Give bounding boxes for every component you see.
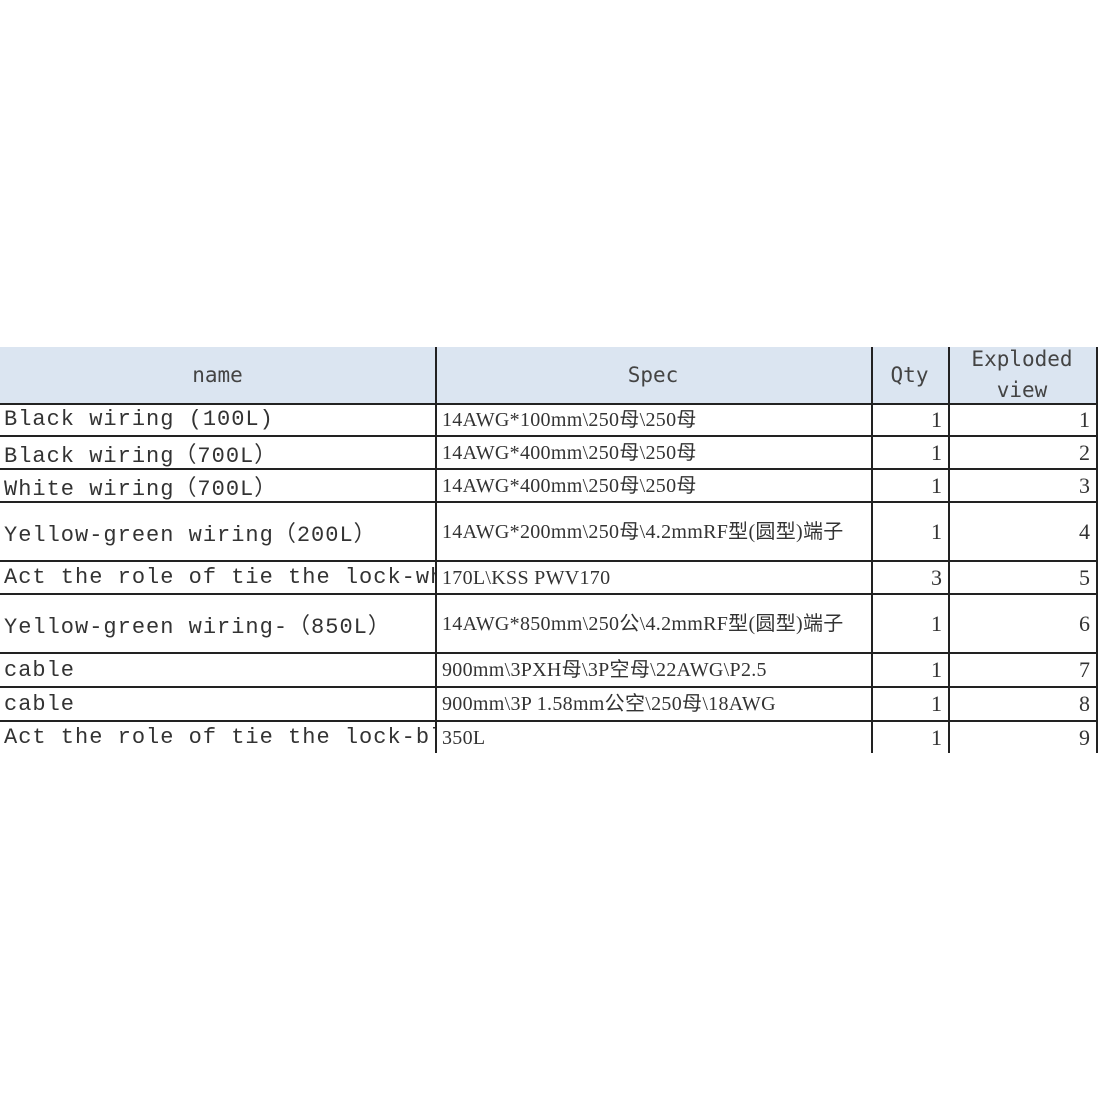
spec-cell[interactable]: 14AWG*850mm\250公\4.2mmRF型(圆型)端子 bbox=[435, 595, 873, 652]
qty-cell[interactable]: 1 bbox=[871, 654, 950, 686]
header-qty: Qty bbox=[871, 347, 950, 403]
name-cell[interactable]: Black wiring（700L） bbox=[0, 437, 437, 468]
table-row: White wiring（700L） 14AWG*400mm\250母\250母 1… bbox=[0, 470, 1098, 503]
qty-cell[interactable]: 1 bbox=[871, 470, 950, 501]
table-row: cable 900mm\3P 1.58mm公空\250母\18AWG 1 8 bbox=[0, 688, 1098, 722]
name-cell[interactable]: cable bbox=[0, 688, 437, 720]
qty-cell[interactable]: 1 bbox=[871, 437, 950, 468]
name-cell[interactable]: Yellow-green wiring-（850L） bbox=[0, 595, 437, 652]
table-row: Black wiring（700L） 14AWG*400mm\250母\250母 1… bbox=[0, 437, 1098, 470]
exploded-view-cell[interactable]: 5 bbox=[948, 562, 1098, 593]
name-cell[interactable]: White wiring（700L） bbox=[0, 470, 437, 501]
spec-cell[interactable]: 14AWG*100mm\250母\250母 bbox=[435, 404, 873, 435]
exploded-view-cell[interactable]: 1 bbox=[948, 404, 1098, 435]
spec-cell[interactable]: 900mm\3P 1.58mm公空\250母\18AWG bbox=[435, 688, 873, 720]
name-cell[interactable]: Act the role of tie the lock-bl bbox=[0, 722, 437, 753]
table-row: Act the role of tie the lock-bl 350L 1 9 bbox=[0, 722, 1098, 753]
exploded-view-cell[interactable]: 9 bbox=[948, 722, 1098, 753]
exploded-view-cell[interactable]: 4 bbox=[948, 503, 1098, 560]
qty-cell[interactable]: 3 bbox=[871, 562, 950, 593]
header-exploded-view: Exploded view bbox=[948, 347, 1098, 403]
exploded-view-cell[interactable]: 7 bbox=[948, 654, 1098, 686]
table-row: Black wiring (100L) 14AWG*100mm\250母\250母… bbox=[0, 404, 1098, 437]
qty-cell[interactable]: 1 bbox=[871, 503, 950, 560]
exploded-view-cell[interactable]: 8 bbox=[948, 688, 1098, 720]
name-cell[interactable]: Black wiring (100L) bbox=[0, 404, 437, 435]
spec-cell[interactable]: 900mm\3PXH母\3P空母\22AWG\P2.5 bbox=[435, 654, 873, 686]
table-row: Yellow-green wiring（200L） 14AWG*200mm\250… bbox=[0, 503, 1098, 562]
qty-cell[interactable]: 1 bbox=[871, 688, 950, 720]
table-row: Yellow-green wiring-（850L） 14AWG*850mm\25… bbox=[0, 595, 1098, 654]
name-cell[interactable]: Yellow-green wiring（200L） bbox=[0, 503, 437, 560]
name-cell[interactable]: cable bbox=[0, 654, 437, 686]
spec-cell[interactable]: 350L bbox=[435, 722, 873, 753]
exploded-view-cell[interactable]: 3 bbox=[948, 470, 1098, 501]
table-row: cable 900mm\3PXH母\3P空母\22AWG\P2.5 1 7 bbox=[0, 654, 1098, 688]
spec-cell[interactable]: 14AWG*200mm\250母\4.2mmRF型(圆型)端子 bbox=[435, 503, 873, 560]
header-name: name bbox=[0, 347, 437, 403]
exploded-view-cell[interactable]: 2 bbox=[948, 437, 1098, 468]
spec-cell[interactable]: 170L\KSS PWV170 bbox=[435, 562, 873, 593]
qty-cell[interactable]: 1 bbox=[871, 404, 950, 435]
header-row: name Spec Qty Exploded view bbox=[0, 347, 1098, 405]
qty-cell[interactable]: 1 bbox=[871, 722, 950, 753]
header-spec: Spec bbox=[435, 347, 873, 403]
table-row: Act the role of tie the lock-wh 170L\KSS … bbox=[0, 562, 1098, 595]
qty-cell[interactable]: 1 bbox=[871, 595, 950, 652]
exploded-view-cell[interactable]: 6 bbox=[948, 595, 1098, 652]
name-cell[interactable]: Act the role of tie the lock-wh bbox=[0, 562, 437, 593]
spec-cell[interactable]: 14AWG*400mm\250母\250母 bbox=[435, 437, 873, 468]
spec-cell[interactable]: 14AWG*400mm\250母\250母 bbox=[435, 470, 873, 501]
